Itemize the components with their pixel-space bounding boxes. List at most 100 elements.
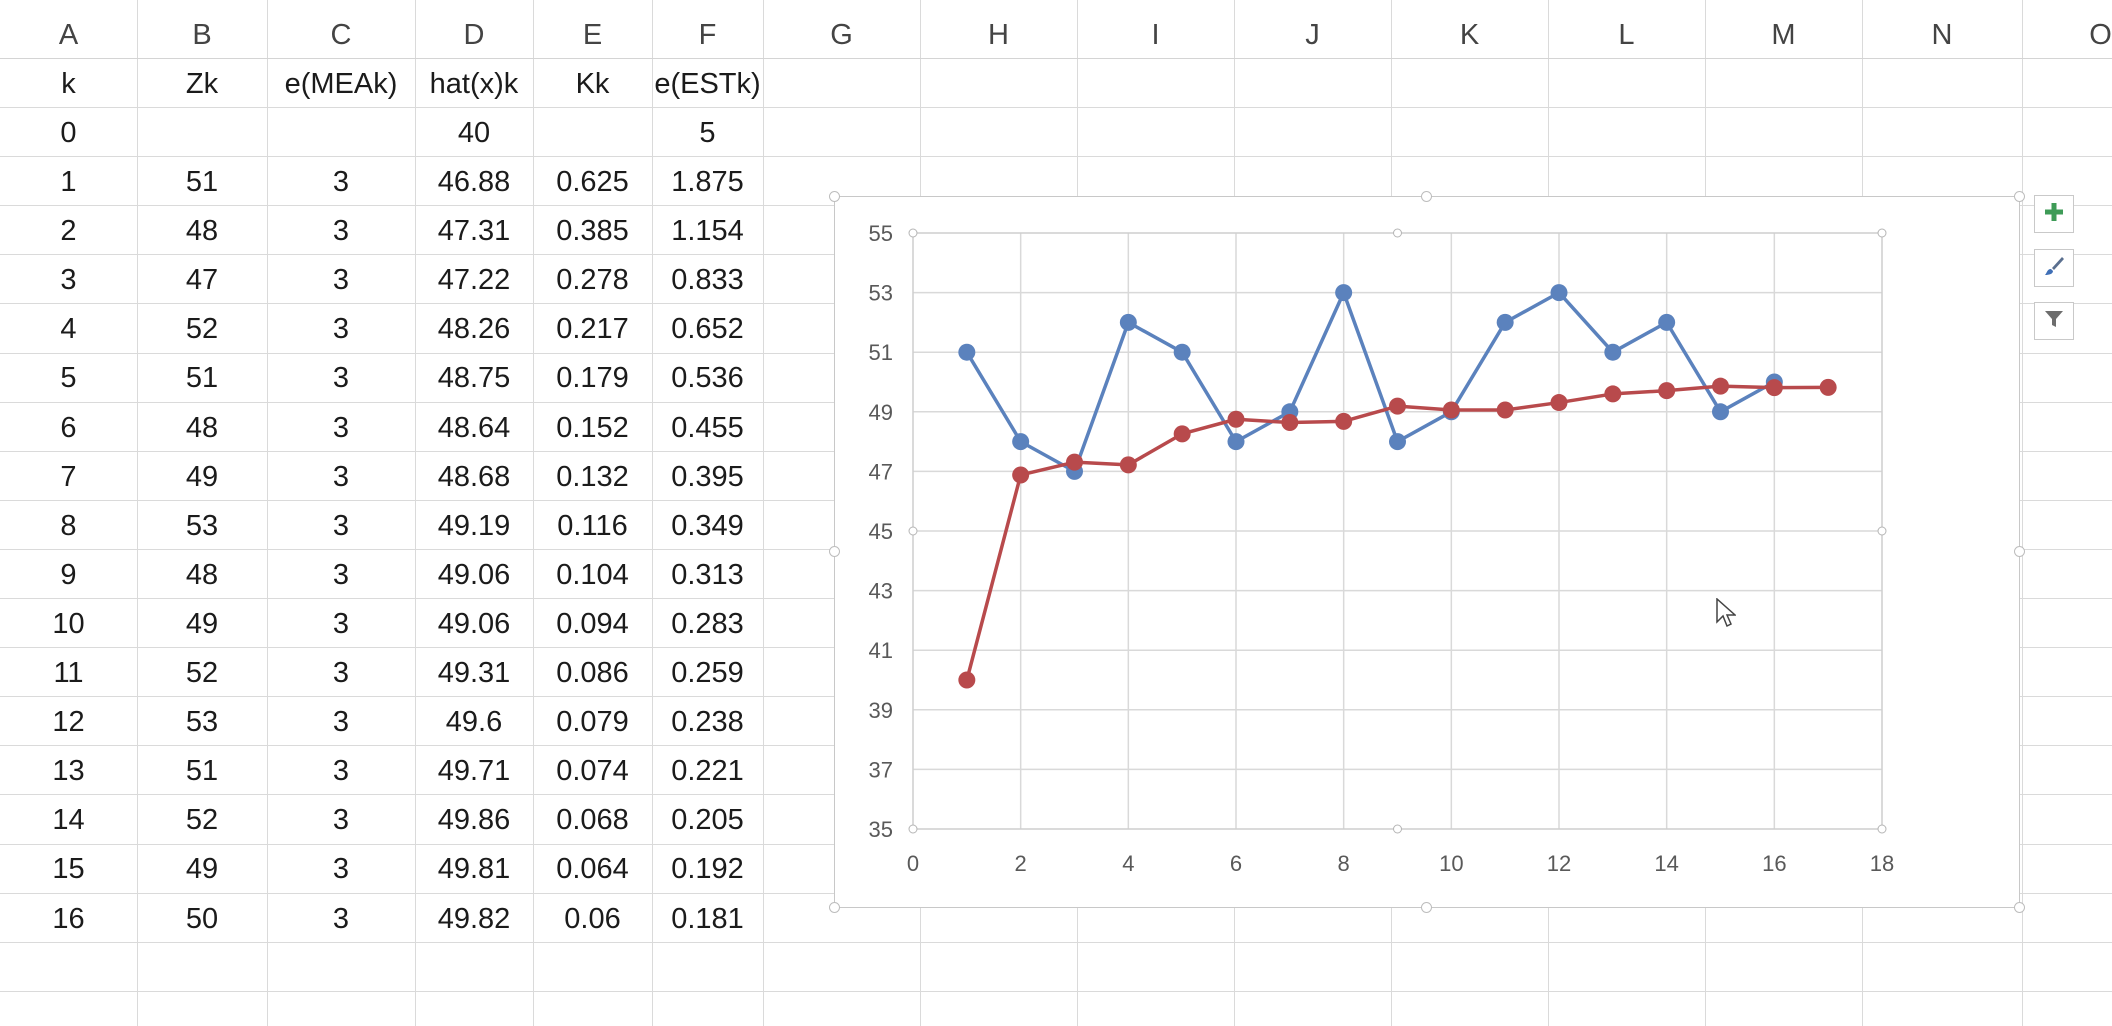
cell-emea[interactable]: 3 xyxy=(332,166,350,198)
column-header-l[interactable]: L xyxy=(1618,19,1635,51)
cell-emea[interactable]: 3 xyxy=(332,706,350,739)
header-xhat[interactable]: hat(x)k xyxy=(429,68,519,100)
header-kk[interactable]: Kk xyxy=(575,68,610,100)
cell-eest[interactable]: 0.313 xyxy=(671,558,744,591)
cell-xhat[interactable]: 49.86 xyxy=(437,804,511,837)
cell-k[interactable]: 14 xyxy=(52,804,85,837)
resize-handle[interactable] xyxy=(2014,546,2025,557)
cell-eest[interactable]: 0.221 xyxy=(671,755,744,788)
cell-eest[interactable]: 0.652 xyxy=(671,313,744,346)
cell-k[interactable]: 6 xyxy=(60,411,77,444)
cell-emea[interactable]: 3 xyxy=(332,853,350,886)
cell-kk[interactable]: 0.074 xyxy=(556,755,629,788)
resize-handle[interactable] xyxy=(1421,902,1432,913)
cell-zk[interactable]: 53 xyxy=(185,706,219,739)
cell-zk[interactable]: 48 xyxy=(185,215,219,248)
cell-kk[interactable]: 0.385 xyxy=(556,215,629,248)
cell-k[interactable]: 13 xyxy=(52,755,85,788)
resize-handle[interactable] xyxy=(829,191,840,202)
cell-kk[interactable]: 0.625 xyxy=(556,166,629,198)
cell-emea[interactable]: 3 xyxy=(332,509,350,542)
cell-eest[interactable]: 0.238 xyxy=(671,706,744,739)
cell-emea[interactable]: 3 xyxy=(332,558,350,591)
chart-container[interactable]: 35 37 39 41 43 45 47 49 51 53 55 0 2 4 6 8 10 12 14 16 18 xyxy=(834,196,2020,908)
cell-kk[interactable] xyxy=(533,109,652,158)
column-header-e[interactable]: E xyxy=(582,19,603,51)
cell-zk[interactable]: 53 xyxy=(185,509,219,542)
cell-xhat[interactable]: 49.19 xyxy=(437,509,511,542)
cell-zk[interactable]: 49 xyxy=(185,460,219,493)
cell-emea[interactable]: 3 xyxy=(332,411,350,444)
cell-k[interactable]: 9 xyxy=(60,558,77,591)
cell-k[interactable]: 11 xyxy=(53,657,84,689)
cell-k[interactable]: 16 xyxy=(52,902,85,935)
chart-elements-button[interactable] xyxy=(2034,195,2074,233)
cell-k[interactable]: 1 xyxy=(60,166,77,198)
cell-xhat[interactable]: 49.06 xyxy=(437,558,511,591)
cell-k[interactable]: 3 xyxy=(60,264,77,297)
cell-kk[interactable]: 0.086 xyxy=(556,657,629,689)
cell-kk[interactable]: 0.079 xyxy=(556,706,629,739)
cell-emea[interactable]: 3 xyxy=(332,755,350,788)
cell-zk[interactable]: 47 xyxy=(185,264,219,297)
cell-kk[interactable]: 0.179 xyxy=(556,362,629,395)
cell-zk[interactable]: 49 xyxy=(185,853,219,886)
column-header-h[interactable]: H xyxy=(988,19,1009,51)
column-header-j[interactable]: J xyxy=(1305,19,1320,51)
cell-eest[interactable]: 0.349 xyxy=(671,509,744,542)
cell-k[interactable]: 2 xyxy=(60,215,77,248)
cell-zk[interactable]: 48 xyxy=(185,558,219,591)
resize-handle[interactable] xyxy=(2014,902,2025,913)
column-header-a[interactable]: A xyxy=(58,19,79,51)
cell-emea[interactable]: 3 xyxy=(332,460,350,493)
cell-zk[interactable]: 50 xyxy=(185,902,219,935)
cell-xhat[interactable]: 48.26 xyxy=(437,313,511,346)
cell-emea[interactable]: 3 xyxy=(332,264,350,297)
cell-zk[interactable]: 52 xyxy=(185,657,219,689)
cell-emea[interactable]: 3 xyxy=(332,657,350,689)
cell-k[interactable]: 5 xyxy=(60,362,77,395)
cell-eest[interactable]: 0.181 xyxy=(671,902,744,935)
cell-zk[interactable]: 49 xyxy=(185,607,219,640)
header-zk[interactable]: Zk xyxy=(185,68,219,100)
cell-eest[interactable]: 0.283 xyxy=(671,607,744,640)
cell-kk[interactable]: 0.278 xyxy=(556,264,629,297)
cell-xhat[interactable]: 47.31 xyxy=(437,215,511,248)
cell-zk[interactable]: 51 xyxy=(185,166,219,198)
cell-xhat[interactable]: 49.06 xyxy=(437,607,511,640)
cell-eest[interactable]: 1.875 xyxy=(671,166,744,198)
column-header-m[interactable]: M xyxy=(1771,19,1796,51)
column-header-d[interactable]: D xyxy=(463,19,485,51)
cell-xhat[interactable]: 49.6 xyxy=(445,706,503,739)
header-emea[interactable]: e(MEAk) xyxy=(284,68,398,100)
cell-eest[interactable]: 0.455 xyxy=(671,411,744,444)
cell-emea[interactable]: 3 xyxy=(332,804,350,837)
header-eest[interactable]: e(ESTk) xyxy=(654,68,761,100)
cell-emea[interactable]: 3 xyxy=(332,607,350,640)
cell-kk[interactable]: 0.152 xyxy=(556,411,629,444)
cell-eest[interactable]: 0.395 xyxy=(671,460,744,493)
cell-kk[interactable]: 0.104 xyxy=(556,558,629,591)
cell-emea[interactable]: 3 xyxy=(332,215,350,248)
cell-xhat[interactable]: 49.82 xyxy=(437,902,511,935)
cell-eest[interactable]: 0.259 xyxy=(671,657,744,689)
cell-k[interactable]: 0 xyxy=(60,117,77,149)
chart-styles-button[interactable] xyxy=(2034,249,2074,287)
cell-eest[interactable]: 0.192 xyxy=(671,853,744,886)
resize-handle[interactable] xyxy=(829,546,840,557)
cell-kk[interactable]: 0.068 xyxy=(556,804,629,837)
resize-handle[interactable] xyxy=(1421,191,1432,202)
column-header-n[interactable]: N xyxy=(1931,19,1953,51)
cell-k[interactable]: 7 xyxy=(60,460,77,493)
cell-zk[interactable] xyxy=(137,109,267,158)
cell-eest[interactable]: 0.205 xyxy=(671,804,744,837)
cell-xhat[interactable]: 49.71 xyxy=(437,755,511,788)
cell-zk[interactable]: 52 xyxy=(185,313,219,346)
cell-xhat[interactable]: 48.75 xyxy=(437,362,511,395)
column-header-b[interactable]: B xyxy=(192,19,212,51)
cell-xhat[interactable]: 49.81 xyxy=(437,853,511,886)
cell-k[interactable]: 4 xyxy=(60,313,77,346)
column-header-k[interactable]: K xyxy=(1459,19,1480,51)
cell-emea[interactable] xyxy=(267,109,415,158)
cell-zk[interactable]: 48 xyxy=(185,411,219,444)
